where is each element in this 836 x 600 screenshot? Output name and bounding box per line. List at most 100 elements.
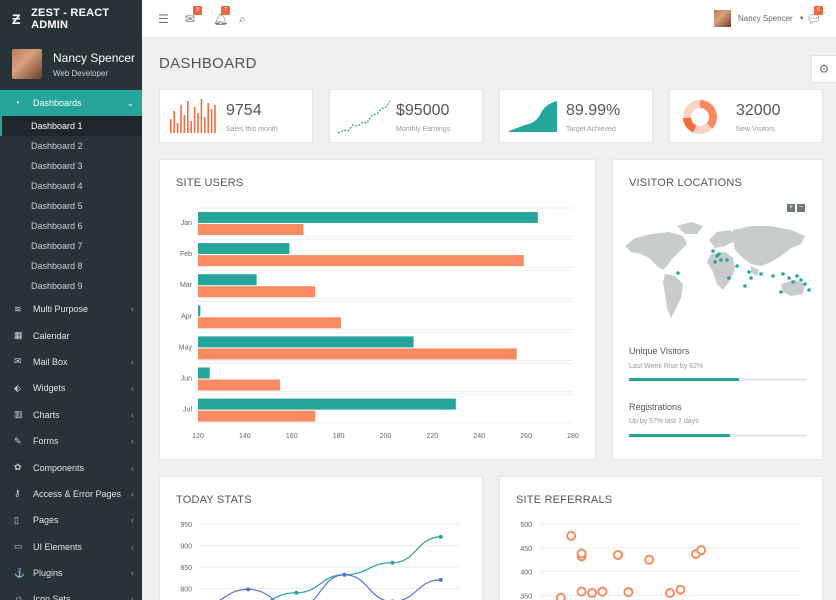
sidebar-subitem-dashboard-4[interactable]: Dashboard 4	[31, 181, 83, 191]
spark-bar	[183, 115, 186, 133]
spark-bar	[170, 119, 172, 133]
sidebar-item-calendar[interactable]: ▦ Calendar	[0, 322, 142, 348]
sidebar-subitem-dashboard-6[interactable]: Dashboard 6	[31, 221, 83, 231]
brand-title: ZEST - REACT ADMIN	[31, 7, 110, 31]
zoom-out-button[interactable]: −	[797, 204, 805, 212]
zoom-in-button[interactable]: +	[787, 204, 795, 212]
sidebar-item-access-error-pages[interactable]: ⚷ Access & Error Pages ‹	[0, 481, 142, 507]
spark-bar	[200, 99, 203, 133]
spark-bar	[176, 123, 179, 133]
zest-logo-icon: Ƶ	[12, 11, 21, 27]
caret-down-icon: ▼	[798, 15, 805, 22]
bar	[198, 398, 456, 410]
brand[interactable]: Ƶ ZEST - REACT ADMIN	[0, 0, 142, 38]
sidebar-item-dashboards[interactable]: ◔ Dashboards ⌄	[0, 90, 142, 116]
category-label: Feb	[180, 251, 192, 258]
sidebar-item-label: Plugins	[33, 568, 63, 579]
chevron-down-icon: ⌄	[126, 97, 134, 108]
registrations-progress	[629, 434, 806, 437]
icons-icon: ☺	[14, 594, 24, 600]
sidebar-item-icon-sets[interactable]: ☺ Icon Sets ‹	[0, 586, 142, 600]
sidebar-item-ui-elements[interactable]: ▭ UI Elements ‹	[0, 534, 142, 560]
data-point	[294, 590, 299, 595]
chevron-left-icon: ‹	[131, 409, 134, 420]
card-title: SITE USERS	[176, 177, 244, 189]
sidebar-item-pages[interactable]: ▯ Pages ‹	[0, 507, 142, 533]
sidebar-item-label: Dashboards	[33, 98, 82, 108]
sidebar-item-mail-box[interactable]: ✉ Mail Box ‹	[0, 349, 142, 375]
bar	[198, 286, 316, 298]
sidebar-item-components[interactable]: ✿ Components ‹	[0, 454, 142, 480]
sidebar-subitem-dashboard-7[interactable]: Dashboard 7	[31, 241, 83, 251]
sidebar-item-widgets[interactable]: ⬖ Widgets ‹	[0, 375, 142, 401]
tick-label: 800	[180, 587, 192, 594]
mail-icon[interactable]: ✉	[185, 12, 196, 26]
sidebar-item-label: Calendar	[33, 330, 70, 341]
sidebar-item-label: Multi Purpose	[33, 304, 89, 315]
sidebar-subitem-dashboard-5[interactable]: Dashboard 5	[31, 201, 83, 211]
bar	[198, 243, 290, 255]
series-line	[269, 536, 441, 600]
bar	[198, 336, 414, 348]
chevron-left-icon: ‹	[131, 541, 134, 552]
tick-label: 180	[333, 433, 345, 440]
avatar	[12, 49, 42, 79]
sidebar-item-label: Access & Error Pages	[33, 488, 122, 499]
sidebar-item-label: UI Elements	[33, 541, 83, 552]
registrations-label: Registrations	[629, 402, 682, 412]
tick-label: 280	[567, 433, 579, 440]
stat-value: 9754	[226, 102, 262, 119]
visitor-locations-card: VISITOR LOCATIONS + − Unique Visitors La…	[612, 159, 823, 460]
sidebar-item-charts[interactable]: ▥ Charts ‹	[0, 402, 142, 428]
bell-icon[interactable]: 🔔︎	[213, 12, 229, 26]
sidebar-item-plugins[interactable]: ⚓ Plugins ‹	[0, 560, 142, 586]
spark-bar	[210, 109, 213, 133]
tick-label: 200	[380, 433, 392, 440]
scatter-point	[555, 592, 566, 600]
sidebar-item-label: Pages	[33, 515, 59, 526]
sidebar-subitem-dashboard-9[interactable]: Dashboard 9	[31, 281, 83, 291]
monitor-icon: ▭	[14, 541, 23, 552]
scatter-point	[644, 554, 655, 565]
layers-icon: ≋	[14, 303, 22, 314]
scatter-point	[675, 584, 686, 595]
scatter-point	[696, 545, 707, 556]
scatter-point	[587, 588, 597, 599]
site-referrals-card: SITE REFERRALS 500 450 400 350	[499, 476, 823, 600]
sidebar-nav: ≋ Multi Purpose ‹ ▦ Calendar ✉ Mail Box ‹ ⬖ Widge…	[0, 296, 142, 600]
chevron-left-icon: ‹	[131, 594, 134, 600]
settings-gear-icon[interactable]: ⚙	[811, 55, 836, 83]
pages-icon: ▯	[14, 514, 19, 525]
scatter-point	[613, 549, 623, 560]
visitors-donut	[683, 100, 717, 134]
page-title: DASHBOARD	[159, 55, 257, 72]
unique-visitors-sub: Last Week Rise by 62%	[629, 363, 704, 370]
bar	[198, 410, 316, 422]
spark-bar	[187, 101, 189, 133]
sidebar-subitem-dashboard-8[interactable]: Dashboard 8	[31, 261, 83, 271]
world-map[interactable]	[621, 218, 817, 328]
bar	[198, 255, 524, 267]
bar	[198, 274, 257, 286]
chat-icon[interactable]: 💬︎	[806, 12, 822, 26]
topbar-user-name: Nancy Spencer	[738, 14, 793, 23]
spark-bar	[180, 105, 182, 133]
dashboards-submenu: Dashboard 1 Dashboard 2 Dashboard 3 Dashboa…	[0, 116, 142, 296]
registrations-sub: Up by 57% last 7 days	[629, 418, 699, 425]
search-icon[interactable]: ⌕	[239, 12, 246, 26]
sidebar-profile[interactable]: Nancy Spencer Web Developer	[0, 38, 142, 90]
tick-label: 500	[520, 522, 532, 529]
bar	[198, 224, 304, 235]
user-menu[interactable]: Nancy Spencer ▼	[714, 10, 805, 27]
tick-label: 850	[180, 565, 192, 572]
sidebar-subitem-dashboard-3[interactable]: Dashboard 3	[31, 161, 83, 171]
sidebar-subitem-dashboard-2[interactable]: Dashboard 2	[31, 141, 83, 151]
sidebar-item-multi-purpose[interactable]: ≋ Multi Purpose ‹	[0, 296, 142, 322]
data-point	[246, 587, 251, 592]
sidebar-item-forms[interactable]: ✎ Forms ‹	[0, 428, 142, 454]
stat-card-earnings: $95000 Monthly Earnings	[329, 89, 483, 143]
hamburger-menu-icon[interactable]: ☰	[158, 12, 169, 26]
sidebar-subitem-dashboard-1[interactable]: Dashboard 1	[0, 116, 142, 136]
sidebar: Ƶ ZEST - REACT ADMIN Nancy Spencer Web D…	[0, 0, 142, 600]
sidebar-item-label: Forms	[33, 436, 59, 447]
